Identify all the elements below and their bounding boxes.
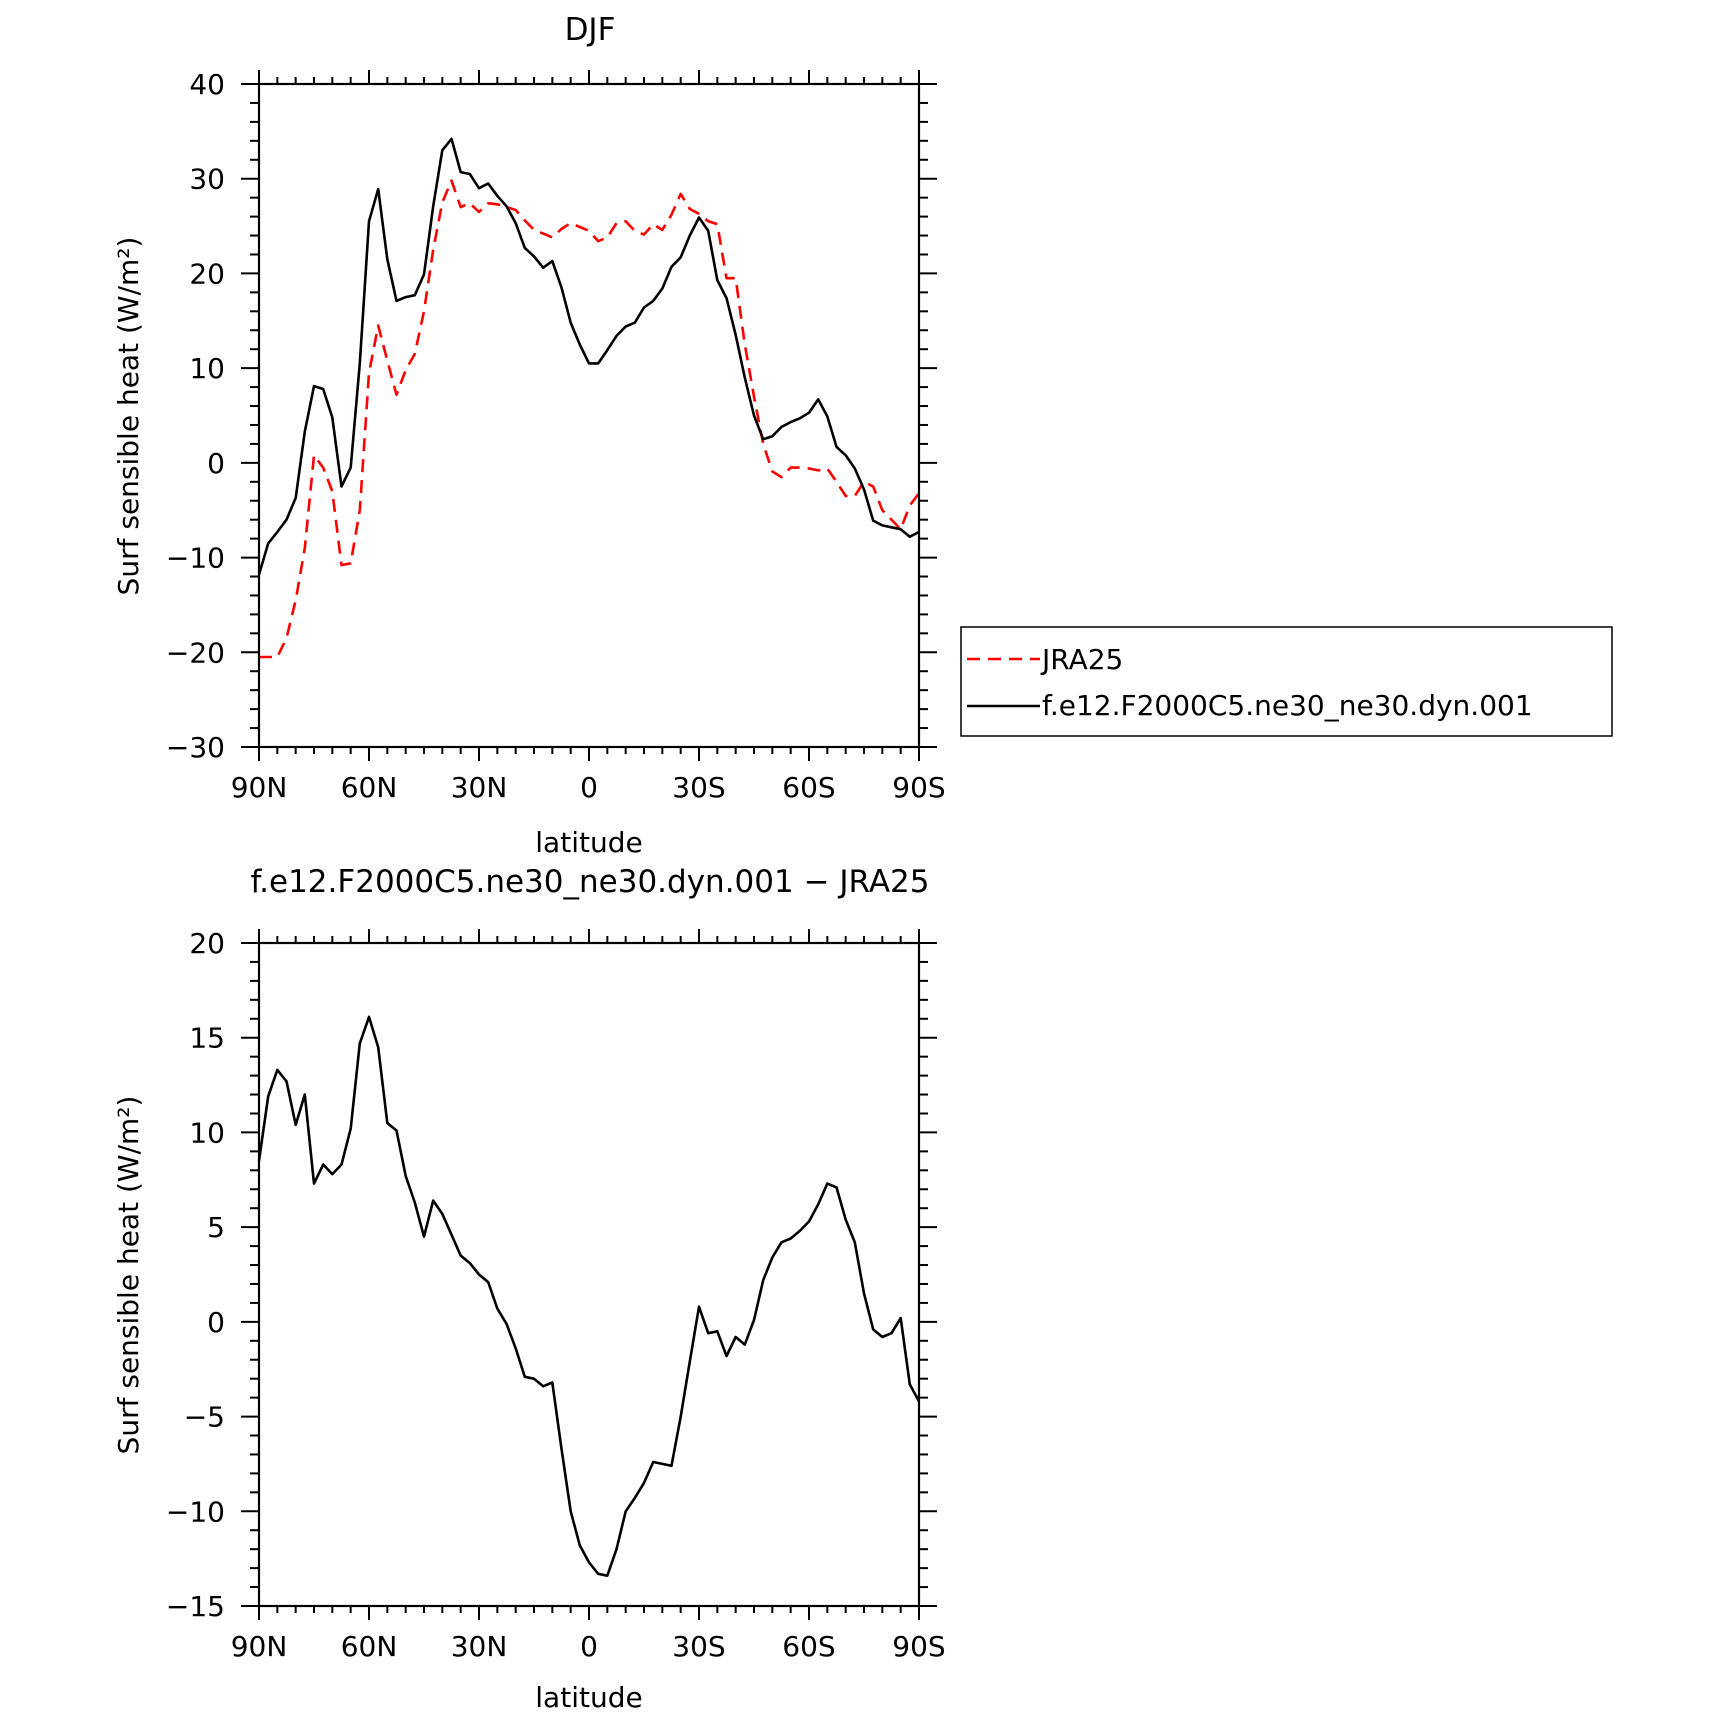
- top-x-tick-label: 30N: [451, 771, 508, 804]
- top-plot-frame: [257, 82, 921, 749]
- bottom-x-tick-label: 30S: [672, 1630, 725, 1663]
- top-y-tick-label: −30: [166, 731, 225, 764]
- top-y-axis-label: Surf sensible heat (W/m²): [112, 237, 145, 596]
- top-series-f-e12-f2000c5-ne30-ne30-dyn-001-line: [257, 137, 920, 575]
- top-panel: DJF 90N 60N 30N 0 30S 60S 90S −30 −20 −10 0 10 20 30 4…: [112, 12, 1613, 859]
- bottom-x-axis-label: latitude: [535, 1681, 642, 1713]
- top-y-tick-label: 30: [189, 163, 225, 196]
- top-x-tick-label: 30S: [672, 771, 725, 804]
- top-y-tick-label: 20: [189, 257, 225, 290]
- bottom-panel: f.e12.F2000C5.ne30_ne30.dyn.001 − JRA25 …: [112, 864, 946, 1713]
- bottom-plot-area: 90N 60N 30N 0 30S 60S 90S −15 −10 −5 0 5 10 15 20: [166, 927, 946, 1663]
- bottom-y-tick-label: −15: [166, 1590, 225, 1623]
- bottom-x-tick-label: 30N: [451, 1630, 508, 1663]
- bottom-chart-title: f.e12.F2000C5.ne30_ne30.dyn.001 − JRA25: [251, 864, 930, 900]
- legend-label-model: f.e12.F2000C5.ne30_ne30.dyn.001: [1042, 689, 1533, 722]
- bottom-x-tick-label: 90S: [892, 1630, 945, 1663]
- top-x-tick-label: 0: [580, 771, 598, 804]
- top-x-tick-label: 60S: [782, 771, 835, 804]
- bottom-y-tick-label: 0: [207, 1306, 225, 1339]
- top-x-tick-label: 60N: [341, 771, 398, 804]
- bottom-y-tick-label: 15: [189, 1022, 225, 1055]
- top-series-jra25-line: [259, 179, 921, 659]
- legend-label-jra25: JRA25: [1040, 643, 1123, 676]
- bottom-x-tick-label: 90N: [231, 1630, 288, 1663]
- top-x-axis-label: latitude: [535, 826, 642, 859]
- bottom-plot-frame: [257, 941, 921, 1608]
- svg-text:Surf sensible heat (W/m²): Surf sensible heat (W/m²): [112, 237, 145, 596]
- bottom-y-tick-label: −10: [166, 1495, 225, 1528]
- top-x-tick-label: 90S: [892, 771, 945, 804]
- top-y-tick-label: −10: [166, 542, 225, 575]
- bottom-x-tick-label: 60S: [782, 1630, 835, 1663]
- bottom-y-axis-label: Surf sensible heat (W/m²): [112, 1096, 145, 1455]
- bottom-series-difference-line: [257, 1015, 921, 1577]
- bottom-y-tick-label: 5: [207, 1211, 225, 1244]
- top-x-tick-label: 90N: [231, 771, 288, 804]
- bottom-y-tick-label: 20: [189, 927, 225, 960]
- top-y-tick-label: 0: [207, 447, 225, 480]
- bottom-x-tick-label: 0: [580, 1630, 598, 1663]
- top-chart-title: DJF: [565, 12, 616, 48]
- top-plot-area: 90N 60N 30N 0 30S 60S 90S −30 −20 −10 0 10 20 30 40: [166, 68, 946, 804]
- top-y-tick-label: 40: [189, 68, 225, 101]
- bottom-y-tick-label: 10: [189, 1116, 225, 1149]
- bottom-x-tick-label: 60N: [341, 1630, 398, 1663]
- legend-box: [960, 626, 1613, 737]
- top-y-tick-label: 10: [189, 352, 225, 385]
- svg-text:Surf sensible heat (W/m²): Surf sensible heat (W/m²): [112, 1096, 145, 1455]
- bottom-y-tick-label: −5: [184, 1401, 225, 1434]
- legend: JRA25 f.e12.F2000C5.ne30_ne30.dyn.001: [960, 626, 1613, 737]
- top-y-tick-label: −20: [166, 636, 225, 669]
